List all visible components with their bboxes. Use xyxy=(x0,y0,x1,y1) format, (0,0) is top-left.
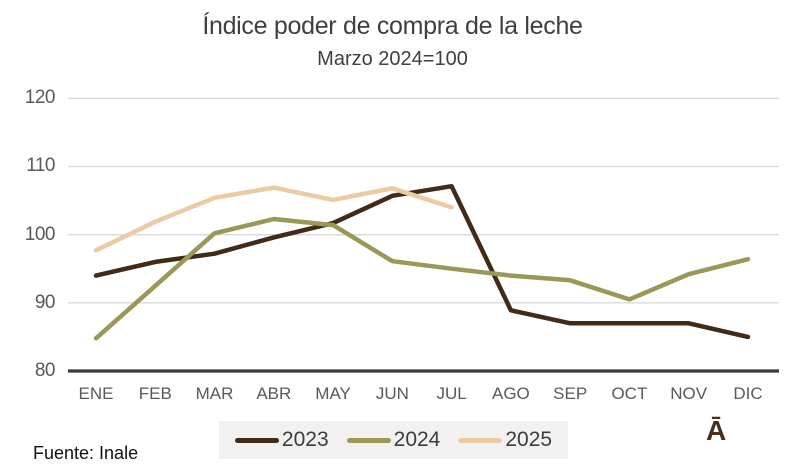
x-tick-label-feb: FEB xyxy=(138,384,172,403)
legend-item-2023: 2023 xyxy=(234,428,329,452)
x-tick-label-sep: SEP xyxy=(553,384,588,403)
chart-title: Índice poder de compra de la leche xyxy=(202,12,583,40)
x-tick-label-ago: AGO xyxy=(491,384,530,403)
source-note: Fuente: Inale xyxy=(33,443,139,463)
x-tick-label-oct: OCT xyxy=(611,384,648,403)
x-tick-label-abr: ABR xyxy=(256,384,292,403)
x-tick-label-may: MAY xyxy=(315,384,351,403)
legend-item-2024: 2024 xyxy=(346,428,441,452)
x-tick-label-dic: DIC xyxy=(733,384,763,403)
y-tick-label: 80 xyxy=(34,360,56,381)
x-tick-label-ene: ENE xyxy=(78,384,114,403)
chart-subtitle: Marzo 2024=100 xyxy=(317,48,468,70)
y-tick-label: 90 xyxy=(34,291,56,313)
x-tick-label-mar: MAR xyxy=(195,384,234,403)
legend-item-2025: 2025 xyxy=(458,428,552,452)
x-tick-label-jul: JUL xyxy=(436,384,467,403)
series-line-2024 xyxy=(93,216,751,341)
y-tick-label: 100 xyxy=(24,223,56,245)
legend-label-2025: 2025 xyxy=(505,428,553,451)
series-line-2025 xyxy=(93,185,454,253)
legend-label-2023: 2023 xyxy=(281,428,329,451)
y-tick-label: 120 xyxy=(24,87,56,109)
x-tick-label-jun: JUN xyxy=(375,384,409,403)
watermark-logo: Ā xyxy=(706,415,727,446)
legend-label-2024: 2024 xyxy=(393,428,441,451)
y-tick-label: 110 xyxy=(26,155,55,177)
x-tick-label-nov: NOV xyxy=(670,384,708,403)
legend-swatch-2025 xyxy=(458,437,503,443)
legend-swatch-2024 xyxy=(346,437,391,443)
legend-swatch-2023 xyxy=(234,437,279,443)
series-line-2023 xyxy=(93,183,751,340)
legend: 2023 2024 2025 xyxy=(219,421,568,459)
